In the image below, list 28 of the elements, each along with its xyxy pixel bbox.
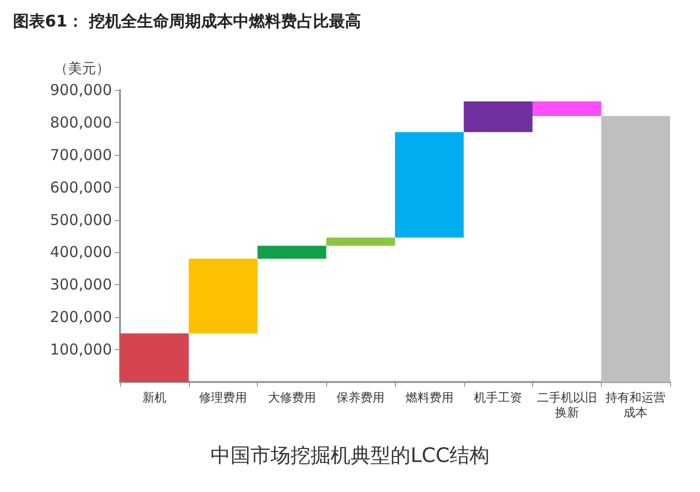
- x-tick-label: 保养费用: [336, 390, 385, 404]
- y-tick-label: 600,000: [50, 178, 112, 196]
- x-tick-label: 二手机以旧换新: [536, 390, 597, 420]
- y-tick-label: 300,000: [50, 276, 112, 294]
- bar: [188, 258, 258, 334]
- y-tick-label: 500,000: [50, 210, 112, 229]
- bar: [532, 101, 602, 116]
- bar: [601, 116, 670, 382]
- y-axis-title: （美元）: [54, 61, 110, 77]
- y-tick-label: 200,000: [50, 308, 112, 326]
- x-tick-label: 修理费用: [199, 390, 248, 404]
- y-tick-label: 400,000: [50, 243, 112, 262]
- y-tick-label: 900,000: [50, 81, 112, 99]
- y-tick-label: 700,000: [50, 146, 112, 164]
- x-tick-label: 燃料费用: [405, 390, 454, 404]
- text: 中国市场挖掘机典型的LCC结构: [210, 443, 490, 467]
- bar: [120, 333, 189, 382]
- bar: [258, 246, 326, 259]
- y-tick-label: 800,000: [50, 113, 112, 132]
- bar: [326, 238, 395, 246]
- y-tick-label: 100,000: [50, 340, 112, 359]
- x-tick-label: 新机: [142, 390, 166, 404]
- x-tick-label: 机手工资: [474, 390, 522, 404]
- x-tick-label: 持有和运营成本: [606, 390, 666, 420]
- bar: [395, 132, 464, 238]
- x-tick-label: 大修费用: [268, 390, 316, 404]
- chart-title: 图表61： 挖机全生命周期成本中燃料费占比最高: [13, 12, 361, 30]
- bar: [464, 101, 532, 132]
